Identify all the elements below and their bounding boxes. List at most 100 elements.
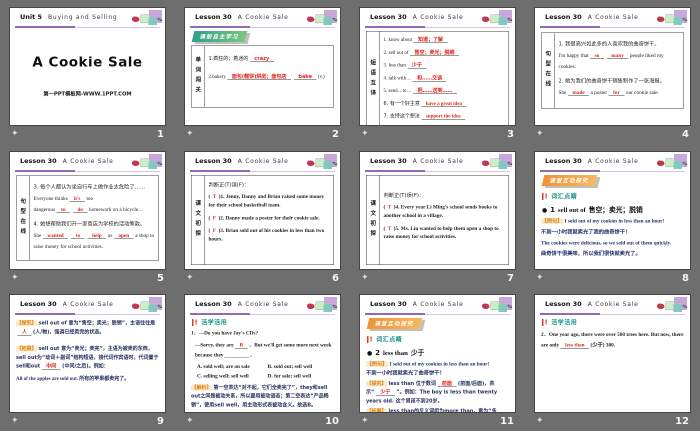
option-b: B. sold out; sell well <box>267 364 313 370</box>
lesson-label: Lesson 30 <box>545 13 582 22</box>
slide-3[interactable]: Lesson 30 A Cookie Sale ✎ 短语互译 1. know a… <box>359 7 516 126</box>
tf-item: (F)3. Brian sold out of his cookies in l… <box>208 227 325 242</box>
slide-number: 4 <box>682 129 689 140</box>
animation-indicator-icon: ✦ <box>361 416 369 427</box>
pencil-icon: ✎ <box>331 15 339 25</box>
tf-heading: 判断正(T)误(F)： <box>383 192 425 199</box>
option-c: C. selling well; sell well <box>197 373 249 380</box>
slide-number: 1 <box>157 129 164 140</box>
slide-12[interactable]: Lesson 30 A Cookie Sale ✎ ! 活学活用 2．One y… <box>534 294 691 414</box>
pencil-icon: ✎ <box>156 303 164 312</box>
answer-text: so <box>590 52 604 59</box>
lesson-label: Lesson 30 <box>545 300 582 309</box>
extend-paragraph: 【拓展】 sell out 意为“卖光；卖完”，主语为被卖的东西，sell out… <box>16 346 159 370</box>
answer-text: less than <box>560 342 590 349</box>
slide-number: 11 <box>500 416 514 428</box>
answer-text: to <box>71 232 85 239</box>
header-divider <box>540 313 685 316</box>
sentence-cn: 4. 她想帮助我们开一家商店为学校的活动筹款。 <box>33 220 146 227</box>
exercise-line: —Sorry, they are B ．But we'll get some mor… <box>195 342 332 359</box>
lesson-label: Lesson 30 <box>370 300 407 309</box>
sentence-en: Everyone thinks it's too dangerous to do home… <box>33 195 144 213</box>
answer-text: T <box>387 225 392 231</box>
animation-indicator-icon: ✦ <box>536 129 544 139</box>
bullet-icon: ● <box>367 349 373 357</box>
header-divider <box>190 26 335 29</box>
lesson-title: A Cookie Sale <box>237 157 289 165</box>
phrase-item: 1. know about 知道；了解 <box>384 35 505 45</box>
phrase-item: 6. 有一个好主意 have a great idea <box>384 99 505 109</box>
lesson-title: A Cookie Sale <box>412 300 464 308</box>
slide-header: Lesson 30 A Cookie Sale ✎ <box>365 297 514 313</box>
example-sentence: The cookies were delicious, so we sold o… <box>541 239 672 246</box>
slide-number: 8 <box>682 272 689 284</box>
answer-text: 前面 <box>437 380 457 387</box>
exclamation-icon: ! <box>542 318 548 326</box>
explore-paragraph: 【探究】 less than 位于数词 前面 (前面/后面)，表示“ 少于 ”。例如：Th… <box>366 380 498 404</box>
slide-thumbnail-12[interactable]: Lesson 30 A Cookie Sale ✎ ! 活学活用 2．One y… <box>525 287 700 431</box>
slide-thumbnail-9[interactable]: Lesson 30 A Cookie Sale ✎ 【探究】 sell out o… <box>0 287 175 431</box>
slide-header: Lesson 30 A Cookie Sale ✎ <box>190 153 339 170</box>
slide-2[interactable]: Lesson 30 A Cookie Sale ✎ 课前自主学习 单词闯关 1.… <box>184 7 341 126</box>
animation-indicator-icon: ✦ <box>186 272 194 283</box>
answer-text: to <box>56 206 70 213</box>
table-side-label: 句型在线 <box>17 175 30 260</box>
exclamation-icon: ! <box>542 192 548 200</box>
slide-11[interactable]: Lesson 30 A Cookie Sale ✎ 课堂互动探究 ! 词汇点睛 … <box>359 294 516 414</box>
slide-10[interactable]: Lesson 30 A Cookie Sale ✎ ! 活学活用 1．—Do y… <box>184 294 341 414</box>
slide-thumbnail-2[interactable]: Lesson 30 A Cookie Sale ✎ 课前自主学习 单词闯关 1.… <box>175 0 350 144</box>
tag-label: 【例句】 <box>366 361 388 368</box>
slide-thumbnail-4[interactable]: Lesson 30 A Cookie Sale ✎ 句型在线 1. 我很高兴如此… <box>525 0 700 144</box>
exercise-line: 2．One year ago, there were over 500 tree… <box>541 332 684 349</box>
slide-thumbnail-7[interactable]: Lesson 30 A Cookie Sale ✎ 课文初探 判断正(T)误(F… <box>350 144 525 288</box>
tag-label: 【例句】 <box>541 218 563 224</box>
animation-indicator-icon: ✦ <box>536 416 544 427</box>
header-collage-icon: ✎ <box>652 153 689 169</box>
answer-text: it's <box>69 195 85 202</box>
lesson-title: A Cookie Sale <box>587 300 639 308</box>
slide-header: Lesson 30 A Cookie Sale ✎ <box>190 297 339 313</box>
example-translation: 不到一小时我就卖光了曲奇饼干！ <box>366 370 445 377</box>
tf-heading: 判断正(T)误(F)： <box>208 181 250 188</box>
slide-4[interactable]: Lesson 30 A Cookie Sale ✎ 句型在线 1. 我很高兴如此… <box>534 7 691 126</box>
slide-8[interactable]: Lesson 30 A Cookie Sale ✎ 课堂互动探究 ! 词汇点睛 … <box>534 150 691 270</box>
header-divider <box>540 26 685 29</box>
slide-1[interactable]: Unit 5 Buying and Selling ✎ A Cookie Sal… <box>9 7 166 126</box>
slide-thumbnail-6[interactable]: Lesson 30 A Cookie Sale ✎ 课文初探 判断正(T)误(F… <box>175 144 350 288</box>
slide-9[interactable]: Lesson 30 A Cookie Sale ✎ 【探究】 sell out o… <box>9 294 166 414</box>
answer-text: 把……送到…… <box>413 88 458 94</box>
section-badge: 课堂互动探究 <box>541 174 598 186</box>
slide-thumbnail-11[interactable]: Lesson 30 A Cookie Sale ✎ 课堂互动探究 ! 词汇点睛 … <box>350 287 525 431</box>
slide-6[interactable]: Lesson 30 A Cookie Sale ✎ 课文初探 判断正(T)误(F… <box>184 150 341 270</box>
header-collage-icon: ✎ <box>477 153 514 169</box>
answer-text: many <box>606 52 629 59</box>
answer-text: bake <box>293 74 317 80</box>
sentence-en: She made a poster for our cookie sale. <box>558 89 659 96</box>
tf-item: (F)2. Danny made a poster for their cook… <box>208 214 320 221</box>
answer-text: 和……交谈 <box>412 75 447 82</box>
section-heading: ! 词汇点睛 <box>542 192 685 201</box>
example-translation: 曲奇饼干很美味，所以我们很快就卖光了。 <box>541 250 641 257</box>
slide-header: Lesson 30 A Cookie Sale ✎ <box>15 297 164 313</box>
tag-label: 【探究】 <box>16 320 37 327</box>
slide-number: 7 <box>507 272 514 284</box>
slide-7[interactable]: Lesson 30 A Cookie Sale ✎ 课文初探 判断正(T)误(F… <box>359 150 516 270</box>
option-a: A. sold well; are on sale <box>197 364 250 370</box>
section-badge: 课堂互动探究 <box>366 318 423 330</box>
slide-thumbnail-3[interactable]: Lesson 30 A Cookie Sale ✎ 短语互译 1. know a… <box>350 0 525 144</box>
empty-blank: ________ <box>224 352 250 359</box>
pencil-icon: ✎ <box>681 303 689 312</box>
slide-5[interactable]: Lesson 30 A Cookie Sale ✎ 句型在线 3. 每个人都认为… <box>9 150 166 270</box>
slide-header: Lesson 30 A Cookie Sale ✎ <box>190 10 339 26</box>
slide-thumbnail-10[interactable]: Lesson 30 A Cookie Sale ✎ ! 活学活用 1．—Do y… <box>175 287 350 431</box>
exclamation-icon: ! <box>192 318 198 326</box>
slide-thumbnail-5[interactable]: Lesson 30 A Cookie Sale ✎ 句型在线 3. 每个人都认为… <box>0 144 175 288</box>
slide-thumbnail-8[interactable]: Lesson 30 A Cookie Sale ✎ 课堂互动探究 ! 词汇点睛 … <box>525 144 700 288</box>
option-d: D. for sale; sell well <box>267 373 312 380</box>
phrase-item: 7. 支持这个想法 support the idea <box>384 112 505 122</box>
slide-thumbnail-1[interactable]: Unit 5 Buying and Selling ✎ A Cookie Sal… <box>0 0 175 144</box>
table-side-label: 课文初探 <box>192 175 205 265</box>
slide-header: Lesson 30 A Cookie Sale ✎ <box>540 297 689 313</box>
answer-text: 少于 <box>407 62 427 69</box>
header-collage-icon: ✎ <box>477 10 514 25</box>
